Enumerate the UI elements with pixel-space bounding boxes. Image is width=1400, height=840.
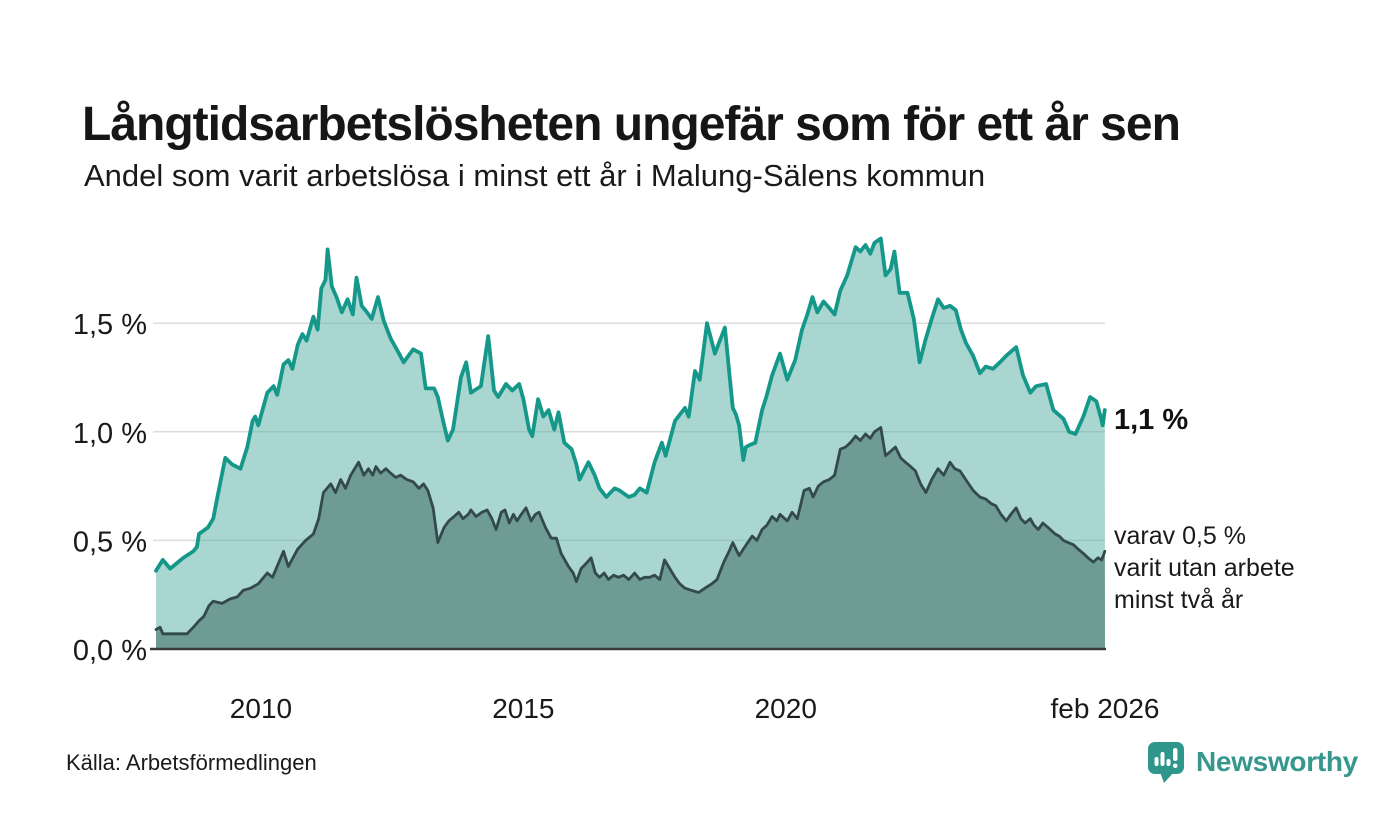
svg-text:1,0 %: 1,0 % bbox=[73, 418, 147, 450]
brand-wordmark: Newsworthy bbox=[1196, 746, 1358, 777]
svg-text:2015: 2015 bbox=[492, 693, 554, 724]
page-subtitle: Andel som varit arbetslösa i minst ett å… bbox=[84, 158, 986, 193]
source-credit: Källa: Arbetsförmedlingen bbox=[66, 750, 317, 775]
page-title: Långtidsarbetslösheten ungefär som för e… bbox=[82, 98, 1181, 152]
svg-text:2010: 2010 bbox=[230, 693, 292, 724]
annotation-line: minst två år bbox=[1114, 586, 1244, 614]
svg-text:2020: 2020 bbox=[755, 693, 817, 724]
speech-bubble-bar-chart-icon bbox=[1148, 742, 1184, 783]
svg-text:0,5 %: 0,5 % bbox=[73, 526, 147, 558]
svg-text:feb 2026: feb 2026 bbox=[1051, 693, 1160, 724]
newsworthy-logo: Newsworthy bbox=[1146, 740, 1358, 784]
sub-series-annotation: varav 0,5 % varit utan arbete minst två … bbox=[1114, 520, 1295, 616]
svg-text:1,5 %: 1,5 % bbox=[73, 309, 147, 341]
annotation-line: varit utan arbete bbox=[1114, 554, 1295, 582]
svg-text:0,0 %: 0,0 % bbox=[73, 635, 147, 667]
latest-value-label: 1,1 % bbox=[1114, 404, 1189, 436]
annotation-line: varav 0,5 % bbox=[1114, 522, 1247, 550]
